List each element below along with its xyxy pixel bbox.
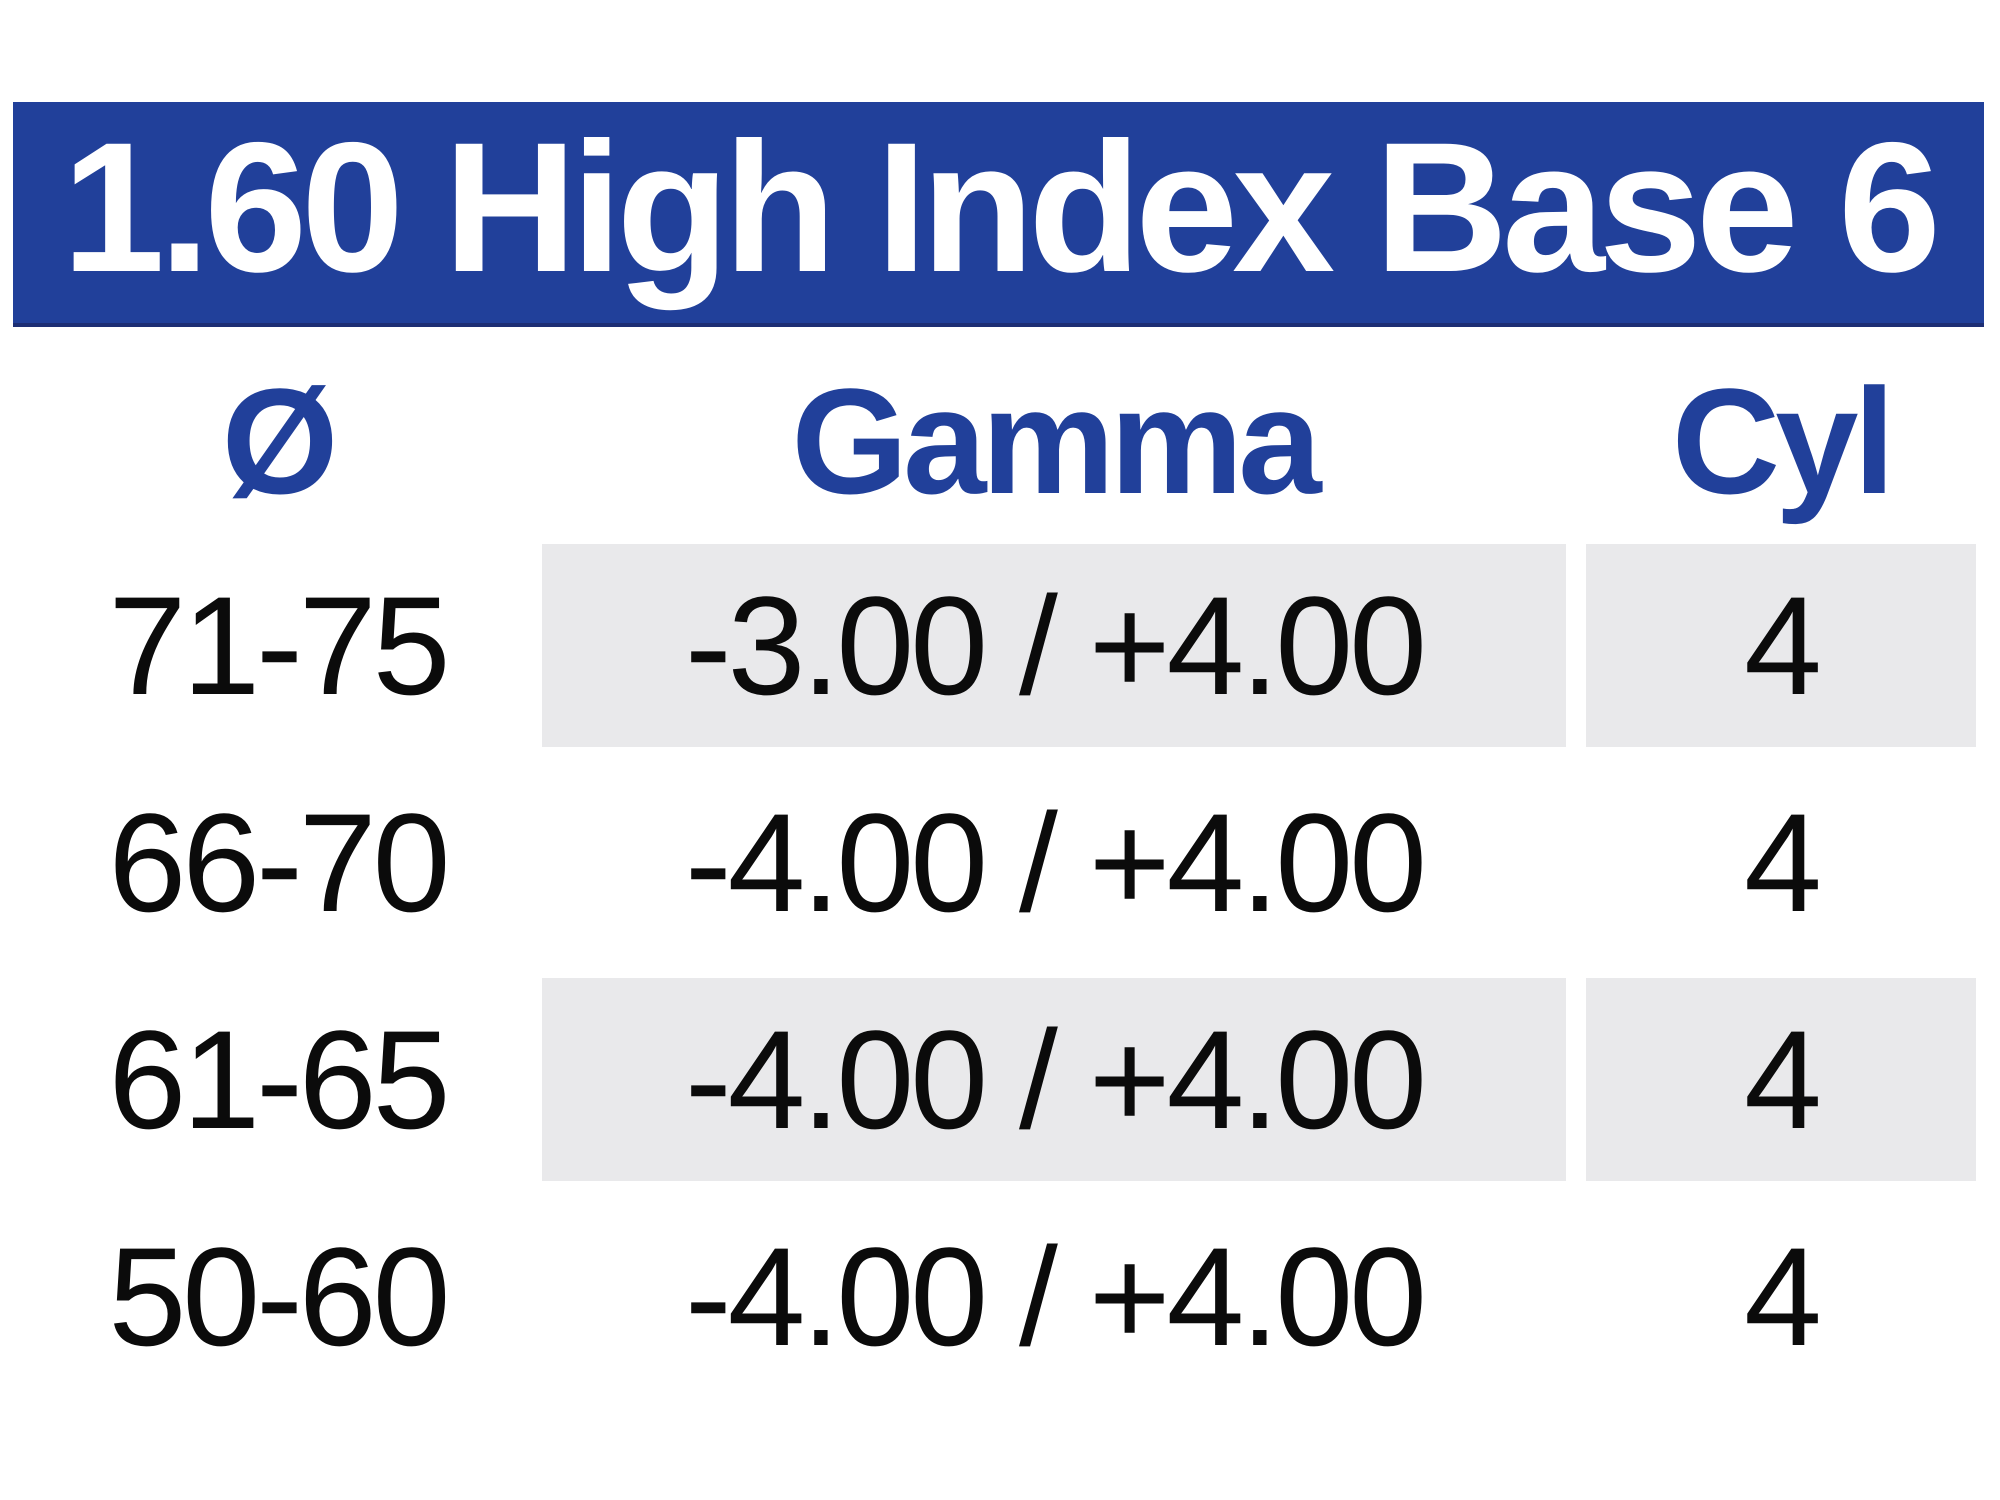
cyl-cell: 4 <box>1744 1217 1822 1375</box>
table-header-row: Ø Gamma Cyl <box>13 338 1976 544</box>
diameter-cell: 61-65 <box>108 1000 450 1158</box>
column-gap <box>1566 544 1586 747</box>
gamma-cell: -4.00 / +4.00 <box>542 978 1566 1181</box>
diameter-cell: 71-75 <box>108 566 450 724</box>
table-row: 61-65 -4.00 / +4.00 4 <box>13 978 1976 1181</box>
lens-availability-table: Ø Gamma Cyl 71-75 -3.00 / +4.00 4 66-70 … <box>13 338 1976 1412</box>
table-title: 1.60 High Index Base 6 <box>61 105 1941 311</box>
cyl-cell: 4 <box>1586 978 1976 1181</box>
diameter-cell: 50-60 <box>108 1217 450 1375</box>
table-row: 71-75 -3.00 / +4.00 4 <box>13 544 1976 747</box>
column-header-gamma: Gamma <box>791 357 1321 525</box>
table-row: 66-70 -4.00 / +4.00 4 <box>13 761 1976 964</box>
column-header-cyl: Cyl <box>1671 357 1895 525</box>
column-header-diameter: Ø <box>221 357 339 525</box>
column-gap <box>1566 761 1586 964</box>
table-row: 50-60 -4.00 / +4.00 4 <box>13 1195 1976 1398</box>
cyl-cell: 4 <box>1744 783 1822 941</box>
cyl-cell: 4 <box>1586 544 1976 747</box>
gamma-cell: -4.00 / +4.00 <box>684 783 1427 941</box>
column-gap <box>1566 338 1586 544</box>
column-gap <box>1566 978 1586 1181</box>
column-gap <box>1566 1195 1586 1398</box>
gamma-cell: -4.00 / +4.00 <box>684 1217 1427 1375</box>
table-title-banner: 1.60 High Index Base 6 <box>13 102 1984 327</box>
diameter-cell: 66-70 <box>108 783 450 941</box>
gamma-cell: -3.00 / +4.00 <box>542 544 1566 747</box>
